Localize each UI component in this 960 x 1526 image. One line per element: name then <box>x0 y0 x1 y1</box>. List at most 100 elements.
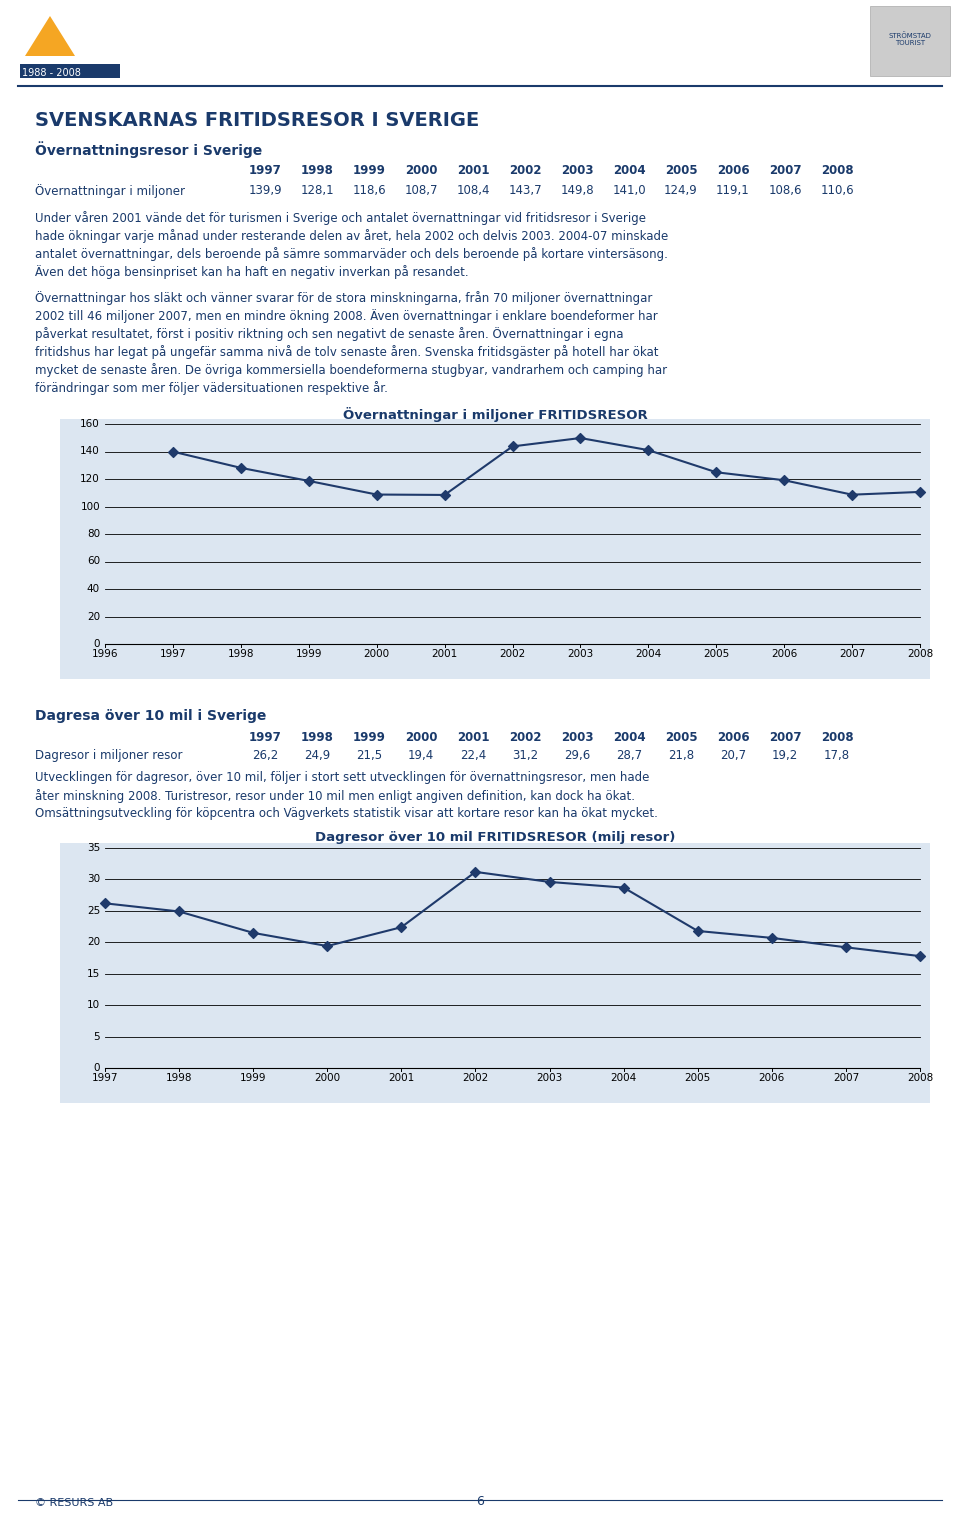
Text: 5: 5 <box>93 1032 100 1042</box>
Text: 1997: 1997 <box>92 1073 118 1083</box>
Text: 2003: 2003 <box>567 649 593 659</box>
Text: 31,2: 31,2 <box>512 749 538 761</box>
Bar <box>60 420 930 679</box>
Point <box>172 899 187 923</box>
Text: 2007: 2007 <box>769 163 802 177</box>
Text: 2008: 2008 <box>907 649 933 659</box>
Text: 21,5: 21,5 <box>356 749 382 761</box>
Text: mycket de senaste åren. De övriga kommersiella boendeformerna stugbyar, vandrarh: mycket de senaste åren. De övriga kommer… <box>35 363 667 377</box>
Point <box>640 438 656 462</box>
Text: 20,7: 20,7 <box>720 749 746 761</box>
Text: Även det höga bensinpriset kan ha haft en negativ inverkan på resandet.: Även det höga bensinpriset kan ha haft e… <box>35 266 468 279</box>
Text: 21,8: 21,8 <box>668 749 694 761</box>
Point <box>505 435 520 459</box>
Text: Omsättningsutveckling för köpcentra och Vägverkets statistik visar att kortare r: Omsättningsutveckling för köpcentra och … <box>35 807 658 819</box>
Text: 2006: 2006 <box>717 731 750 745</box>
Text: Under våren 2001 vände det för turismen i Sverige och antalet övernattningar vid: Under våren 2001 vände det för turismen … <box>35 211 646 224</box>
Text: 2002 till 46 miljoner 2007, men en mindre ökning 2008. Även övernattningar i enk: 2002 till 46 miljoner 2007, men en mindr… <box>35 308 658 324</box>
Text: hade ökningar varje månad under resterande delen av året, hela 2002 och delvis 2: hade ökningar varje månad under resteran… <box>35 229 668 243</box>
Point <box>573 426 588 450</box>
Point <box>845 482 860 507</box>
Point <box>468 859 483 884</box>
Text: 1996: 1996 <box>92 649 118 659</box>
Text: 0: 0 <box>93 1064 100 1073</box>
Text: 30: 30 <box>86 874 100 885</box>
Text: 1997: 1997 <box>159 649 186 659</box>
Text: Dagresor i miljoner resor: Dagresor i miljoner resor <box>35 749 182 761</box>
Text: åter minskning 2008. Turistresor, resor under 10 mil men enligt angiven definiti: åter minskning 2008. Turistresor, resor … <box>35 789 635 803</box>
Text: 1999: 1999 <box>352 163 385 177</box>
Text: 28,7: 28,7 <box>616 749 642 761</box>
Text: 2008: 2008 <box>821 731 853 745</box>
Polygon shape <box>20 15 55 66</box>
Text: 2006: 2006 <box>758 1073 785 1083</box>
Text: 2007: 2007 <box>832 1073 859 1083</box>
Text: 2001: 2001 <box>457 163 490 177</box>
Text: 2002: 2002 <box>509 731 541 745</box>
Text: 22,4: 22,4 <box>460 749 486 761</box>
Text: 1997: 1997 <box>249 163 281 177</box>
Text: Övernattningar hos släkt och vänner svarar för de stora minskningarna, från 70 m: Övernattningar hos släkt och vänner svar… <box>35 291 653 305</box>
Text: 2002: 2002 <box>509 163 541 177</box>
Text: 2001: 2001 <box>457 731 490 745</box>
Point <box>246 920 261 945</box>
Text: 15: 15 <box>86 969 100 978</box>
Bar <box>60 842 930 1103</box>
Text: 108,4: 108,4 <box>456 185 490 197</box>
Text: Övernattningsresor i Sverige: Övernattningsresor i Sverige <box>35 140 262 157</box>
Text: 108,7: 108,7 <box>404 185 438 197</box>
Text: 2000: 2000 <box>364 649 390 659</box>
Text: 1999: 1999 <box>296 649 322 659</box>
Text: 160: 160 <box>81 420 100 429</box>
Text: 128,1: 128,1 <box>300 185 334 197</box>
Text: 20: 20 <box>86 937 100 948</box>
Text: 2004: 2004 <box>636 649 661 659</box>
Text: 0: 0 <box>93 639 100 649</box>
Text: RESURS: RESURS <box>22 64 103 82</box>
Text: påverkat resultatet, först i positiv riktning och sen negativt de senaste åren. : påverkat resultatet, först i positiv rik… <box>35 327 623 340</box>
Text: 10: 10 <box>86 1000 100 1010</box>
Point <box>690 919 706 943</box>
Text: 149,8: 149,8 <box>561 185 594 197</box>
Text: 2003: 2003 <box>561 163 593 177</box>
Text: 2004: 2004 <box>612 163 645 177</box>
Text: 2005: 2005 <box>664 163 697 177</box>
Text: 2005: 2005 <box>684 1073 710 1083</box>
Text: 2005: 2005 <box>664 731 697 745</box>
Text: 2005: 2005 <box>703 649 730 659</box>
Point <box>838 935 853 960</box>
Text: 26,2: 26,2 <box>252 749 278 761</box>
Text: 24,9: 24,9 <box>304 749 330 761</box>
Text: 119,1: 119,1 <box>716 185 750 197</box>
Point <box>777 468 792 493</box>
Text: 60: 60 <box>86 557 100 566</box>
Text: 2002: 2002 <box>499 649 526 659</box>
Text: 2007: 2007 <box>769 731 802 745</box>
Text: förändringar som mer följer vädersituationen respektive år.: förändringar som mer följer vädersituati… <box>35 382 388 395</box>
Text: STRÖMSTAD
TOURIST: STRÖMSTAD TOURIST <box>889 32 931 46</box>
Point <box>708 459 724 484</box>
Text: 20: 20 <box>86 612 100 621</box>
Text: 2000: 2000 <box>314 1073 341 1083</box>
Text: SVENSKARNAS FRITIDSRESOR I SVERIGE: SVENSKARNAS FRITIDSRESOR I SVERIGE <box>35 111 479 130</box>
Text: 1988 - 2008: 1988 - 2008 <box>22 69 81 78</box>
Text: 19,2: 19,2 <box>772 749 798 761</box>
Bar <box>870 6 950 76</box>
Bar <box>20 64 120 78</box>
Text: fritidshus har legat på ungefär samma nivå de tolv senaste åren. Svenska fritids: fritidshus har legat på ungefär samma ni… <box>35 345 659 359</box>
Text: 1998: 1998 <box>300 163 333 177</box>
Text: 2006: 2006 <box>717 163 750 177</box>
Text: 2001: 2001 <box>388 1073 415 1083</box>
Text: 2004: 2004 <box>612 731 645 745</box>
Text: 124,9: 124,9 <box>664 185 698 197</box>
Text: 19,4: 19,4 <box>408 749 434 761</box>
Point <box>764 926 780 951</box>
Text: 143,7: 143,7 <box>508 185 541 197</box>
Point <box>165 439 180 464</box>
Text: 140: 140 <box>81 447 100 456</box>
Text: antalet övernattningar, dels beroende på sämre sommarväder och dels beroende på : antalet övernattningar, dels beroende på… <box>35 247 668 261</box>
Text: 40: 40 <box>86 584 100 594</box>
Point <box>912 945 927 969</box>
Text: 100: 100 <box>81 502 100 511</box>
Text: 1998: 1998 <box>300 731 333 745</box>
